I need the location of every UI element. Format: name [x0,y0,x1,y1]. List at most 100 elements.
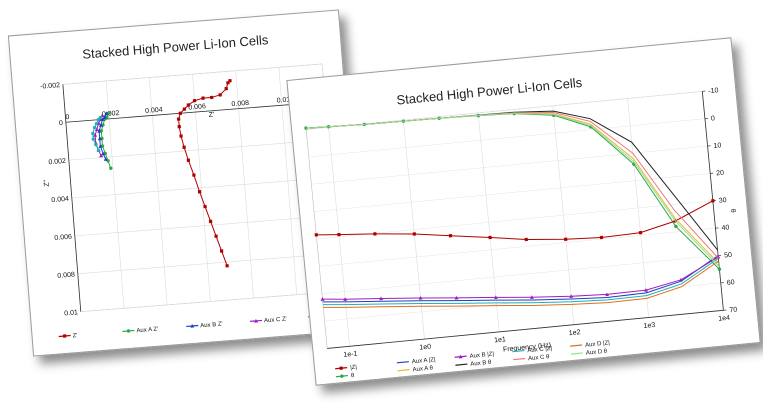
data-point [218,93,221,96]
data-point [225,264,228,267]
legend-label: Aux C Z' [264,317,287,325]
series-line [322,261,721,330]
legend-swatch [570,345,582,346]
series-line [322,257,721,322]
data-point [315,233,318,236]
data-point [187,103,190,106]
legend: Z'Aux A Z'Aux B Z'Aux C Z'Aux D Z' [58,312,344,340]
data-point [179,134,182,137]
legend-label: Aux C θ [528,354,550,362]
legend-item: θ [336,373,355,381]
data-point [413,232,416,235]
legend-item: Aux C Z' [250,317,287,326]
legend-label: Aux B Z' [200,322,223,330]
series-line [306,90,718,296]
legend-swatch [513,359,525,360]
x-tick-label: 1e4 [718,315,730,323]
series-aux-a-z- [322,256,721,325]
x-tick-label: 0 [65,114,70,121]
data-point [711,199,714,202]
legend-item: Aux A Z' [122,327,158,336]
x-tick-label: 1e3 [643,322,655,330]
legend-item: Aux D θ [571,349,608,359]
legend-label: Aux B |Z| [469,351,494,359]
data-point [220,249,223,252]
legend-marker [63,334,66,337]
x-tick-label: 1e0 [419,343,431,351]
data-point [373,232,376,235]
data-point [226,81,229,84]
series-aux-d- [306,90,719,305]
data-point [203,205,206,208]
data-point [201,96,204,99]
x-tick-label: 0.006 [188,103,206,111]
series-aux-a- [306,90,719,302]
series-line [322,258,721,327]
x-tick-label: 0.004 [145,107,163,115]
series-line [306,90,719,307]
data-point [525,238,528,241]
data-point [183,107,186,110]
legend-swatch [398,370,410,371]
data-series [304,88,724,330]
y-tick-label: 0 [59,120,64,127]
data-point [179,112,182,115]
legend: |Z|θAux A |Z|Aux A θAux B |Z|Aux B θAux … [335,340,611,380]
legend-label: Aux B θ [470,360,492,368]
data-point [192,173,195,176]
legend-item: Z' [58,333,77,340]
legend-label: Aux A θ [412,365,433,373]
data-point [109,166,113,170]
y-tick-label: 60 [726,279,735,287]
y-tick-label: 30 [719,197,728,205]
series-aux-c- [306,90,718,296]
legend-item: Aux B Z' [186,322,223,331]
y-tick-label: -0.002 [40,82,60,91]
legend-label: Aux A Z' [136,327,158,335]
x-axis-label: Z' [209,112,215,119]
y-tick-label: 40 [721,224,730,232]
legend-item: Aux B θ [455,360,492,369]
data-point [214,234,217,237]
y-tick-label: -10 [708,87,719,95]
legend-swatch [455,364,467,365]
data-point [182,146,185,149]
data-point [93,126,97,130]
data-point [193,99,196,102]
data-point [449,234,452,237]
series-line [306,90,719,302]
data-point [488,236,491,239]
x-tick-label: 1e2 [569,329,581,337]
legend-item: |Z| [335,365,358,373]
series-aux-b-z- [320,255,723,324]
bode-chart: Stacked High Power Li-Ion Cells 1e-11e01… [287,38,759,384]
legend-swatch [571,353,583,354]
data-series [88,79,246,277]
legend-label: Aux C |Z| [527,346,553,354]
series-line [306,90,719,305]
y-axis-ticks: -10 0 10 20 30 40 50 60 70 [702,87,740,315]
data-point [209,220,212,223]
y-tick-label: 10 [713,142,722,150]
legend-label: θ [351,373,356,379]
y-tick-label: 0.006 [54,234,72,242]
x-tick-label: 1e1 [494,336,506,344]
legend-item: Aux C θ [513,354,550,364]
series-aux-b- [306,90,718,288]
series-line [322,256,721,325]
series-aux-d-z- [322,261,721,330]
legend-item: Aux A θ [397,365,433,374]
series-- [304,88,721,309]
y-tick-label: 0.008 [57,272,75,280]
y-tick-label: 50 [724,252,733,260]
y-tick-label: 0.004 [51,196,69,204]
legend-label: Aux D |Z| [585,340,611,348]
x-tick-label: 0.008 [231,100,249,108]
data-point [177,117,180,120]
y-tick-label: 0 [711,115,716,122]
data-point [337,233,340,236]
y-axis-ticks: -0.00200.0020.0040.0060.0080.01 [40,82,78,318]
y-tick-label: 0.01 [64,309,78,317]
legend-label: |Z| [350,365,358,372]
series-line [316,197,715,265]
